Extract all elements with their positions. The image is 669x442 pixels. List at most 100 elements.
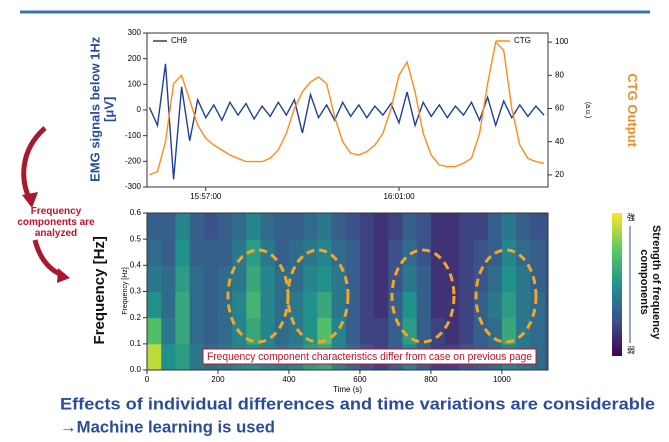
heatmap-cell bbox=[317, 265, 333, 292]
heatmap-cell bbox=[487, 317, 503, 345]
heatmap-cell bbox=[473, 213, 489, 240]
heatmap-cell bbox=[232, 265, 247, 292]
footer-line: Effects of individual differences and ti… bbox=[60, 394, 655, 413]
ellipse bbox=[286, 248, 350, 344]
x-tick-label: 1000 bbox=[493, 375, 511, 384]
heatmap-cell bbox=[147, 291, 162, 319]
heatmap-cell bbox=[161, 265, 176, 292]
heatmap-cell bbox=[317, 317, 333, 345]
heatmap-cell bbox=[189, 239, 205, 266]
heatmap-cell bbox=[430, 213, 446, 240]
heatmap-cell bbox=[374, 265, 389, 292]
y-axis-label: EMG signals below 1Hz [μV] bbox=[87, 36, 117, 182]
heatmap-cell bbox=[274, 239, 290, 266]
heatmap-cell bbox=[501, 213, 517, 240]
y-tick-label: 100 bbox=[128, 79, 142, 88]
heatmap-cell bbox=[189, 265, 205, 292]
heatmap-cell bbox=[473, 239, 489, 266]
heatmap-cell bbox=[203, 239, 219, 266]
ellipse bbox=[474, 248, 538, 344]
heatmap-cell bbox=[217, 265, 233, 292]
heatmap-cell bbox=[430, 265, 446, 292]
heatmap-cell bbox=[359, 265, 375, 292]
heatmap-cell bbox=[374, 291, 389, 319]
heatmap-cell bbox=[317, 213, 333, 240]
legend-label: CTG bbox=[514, 36, 531, 45]
heatmap-cell bbox=[374, 213, 389, 240]
heatmap-cell bbox=[388, 239, 404, 266]
heatmap-cell bbox=[288, 239, 304, 266]
heatmap-cell bbox=[345, 239, 361, 266]
heatmap-cell bbox=[501, 291, 517, 319]
heatmap-cell bbox=[516, 291, 531, 319]
y2-tick-label: 100 bbox=[555, 37, 569, 46]
heatmap-cell bbox=[516, 239, 531, 266]
heatmap-cell bbox=[501, 317, 517, 345]
heatmap-cell bbox=[189, 213, 205, 240]
y-tick-label: 0.2 bbox=[130, 313, 142, 322]
heatmap-cell bbox=[331, 239, 347, 266]
heatmap-cell bbox=[274, 213, 290, 240]
heatmap-cell bbox=[217, 239, 233, 266]
heatmap-cell bbox=[331, 265, 347, 292]
heatmap-cell bbox=[501, 265, 517, 292]
heatmap-cell bbox=[189, 343, 205, 371]
note-box bbox=[202, 348, 537, 365]
ellipse bbox=[390, 248, 456, 344]
heatmap-cell bbox=[516, 213, 531, 240]
x-tick-label: 600 bbox=[353, 375, 367, 384]
y-tick-label: 200 bbox=[128, 54, 142, 63]
heatmap-cell bbox=[487, 291, 503, 319]
heatmap-cell bbox=[388, 265, 404, 292]
heatmap-cell bbox=[175, 343, 191, 371]
legend-label: CH9 bbox=[171, 36, 188, 45]
heatmap-cell bbox=[217, 317, 233, 345]
heatmap-cell bbox=[288, 213, 304, 240]
x-tick-label: 200 bbox=[211, 375, 225, 384]
colorbar-label: 強 bbox=[627, 212, 635, 222]
heatmap-cell bbox=[274, 317, 290, 345]
heatmap-cell bbox=[260, 291, 276, 319]
heatmap-cell bbox=[217, 291, 233, 319]
x-tick-label: 16:01:00 bbox=[383, 192, 415, 201]
heatmap-cell bbox=[147, 239, 162, 266]
heatmap-cell bbox=[530, 239, 545, 266]
x-tick-label: 15:57:00 bbox=[190, 192, 222, 201]
heatmap-cell bbox=[147, 265, 162, 292]
y2-tick-label: 20 bbox=[555, 170, 564, 179]
x-tick-label: 800 bbox=[424, 375, 438, 384]
heatmap-cell bbox=[246, 213, 262, 240]
y-tick-label: 0.4 bbox=[130, 260, 142, 269]
heatmap-cell bbox=[147, 343, 162, 371]
y-tick-label: -100 bbox=[125, 131, 142, 140]
heatmap-cell bbox=[416, 265, 432, 292]
heatmap-cell bbox=[459, 317, 474, 345]
heatmap-cell bbox=[203, 213, 219, 240]
annotation: Strength of frequency components bbox=[638, 224, 663, 340]
heatmap-cell bbox=[530, 265, 545, 292]
heatmap-cell bbox=[516, 317, 531, 345]
heatmap-cell bbox=[175, 291, 191, 319]
heatmap-cell bbox=[459, 265, 474, 292]
heatmap-cell bbox=[487, 265, 503, 292]
heatmap-cell bbox=[430, 239, 446, 266]
heatmap-cell bbox=[430, 291, 446, 319]
heatmap-cell bbox=[445, 213, 460, 240]
heatmap-cell bbox=[203, 317, 219, 345]
heatmap-cell bbox=[288, 317, 304, 345]
y-tick-label: 0.6 bbox=[130, 208, 142, 217]
annotation: Frequency [Hz] bbox=[90, 236, 108, 345]
heatmap-cell bbox=[203, 265, 219, 292]
heatmap-cell bbox=[317, 291, 333, 319]
highlight-ellipses bbox=[226, 248, 538, 344]
heatmap-cell bbox=[161, 213, 176, 240]
heatmap-cell bbox=[288, 291, 304, 319]
y2-tick-label: 60 bbox=[555, 104, 564, 113]
heatmap-cell bbox=[416, 213, 432, 240]
heatmap-cell bbox=[459, 213, 474, 240]
heatmap-cell bbox=[501, 239, 517, 266]
heatmap-cell bbox=[445, 291, 460, 319]
arrow bbox=[21, 126, 47, 202]
